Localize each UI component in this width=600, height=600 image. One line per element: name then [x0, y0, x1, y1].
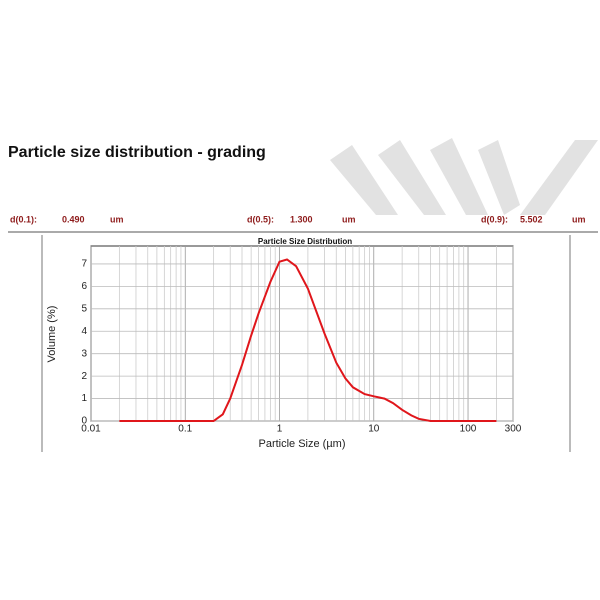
- stat-value: 5.502: [520, 214, 543, 224]
- y-tick-label: 5: [81, 303, 87, 314]
- stat-unit: um: [110, 214, 124, 224]
- y-tick-label: 3: [81, 348, 87, 359]
- x-axis-label: Particle Size (µm): [258, 438, 345, 450]
- y-tick-label: 1: [81, 393, 87, 404]
- decor-stripes: [330, 138, 598, 215]
- chart-title: Particle Size Distribution: [258, 237, 352, 246]
- plot-area: [90, 245, 514, 422]
- stat-unit: um: [342, 214, 356, 224]
- y-tick-label: 7: [81, 259, 87, 270]
- y-tick-label: 2: [81, 371, 87, 382]
- stat-label: d(0.1):: [10, 214, 37, 224]
- stat-label: d(0.9):: [481, 214, 508, 224]
- x-tick-label: 0.1: [178, 424, 192, 435]
- y-axis-label: Volume (%): [46, 306, 58, 363]
- stat-value: 0.490: [62, 214, 85, 224]
- x-tick-label: 1: [277, 424, 283, 435]
- page-title: Particle size distribution - grading: [8, 144, 266, 161]
- x-tick-label: 300: [505, 424, 522, 435]
- y-tick-label: 0: [81, 416, 87, 427]
- x-tick-label: 100: [460, 424, 477, 435]
- stats-row: d(0.1): 0.490 um d(0.5): 1.300 um d(0.9): 5.502…: [10, 214, 586, 224]
- stat-unit: um: [572, 214, 586, 224]
- y-tick-label: 4: [81, 326, 87, 337]
- data-line: [119, 258, 497, 422]
- stat-value: 1.300: [290, 214, 313, 224]
- x-tick-label: 0.01: [81, 424, 101, 435]
- stat-label: d(0.5):: [247, 214, 274, 224]
- y-tick-label: 6: [81, 281, 87, 292]
- x-tick-label: 10: [368, 424, 380, 435]
